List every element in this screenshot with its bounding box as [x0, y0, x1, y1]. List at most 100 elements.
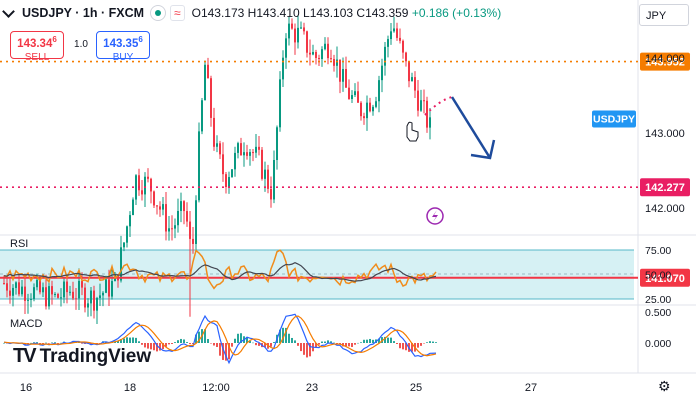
macd-histogram-bar [36, 342, 38, 343]
x-tick-label: 12:00 [202, 382, 230, 394]
symbol-tag [592, 110, 636, 128]
market-status-icon[interactable] [150, 5, 167, 21]
macd-histogram-bar [195, 334, 197, 343]
candle-body [39, 279, 41, 293]
macd-histogram-bar [273, 342, 275, 343]
price-level-tag [640, 52, 690, 71]
candle-body [204, 64, 206, 101]
macd-histogram-bar [321, 341, 323, 343]
candle-body [225, 174, 227, 188]
candle-body [135, 175, 137, 200]
candle-body [162, 204, 164, 210]
time-axis: 16 18 12:00 23 25 27 [20, 382, 537, 394]
candle-body [255, 146, 257, 153]
tradingview-logo-icon: TV [13, 345, 37, 367]
candle-body [174, 225, 176, 229]
macd-histogram-bar [42, 343, 44, 345]
macd-histogram-bar [369, 338, 371, 343]
macd-histogram-bar [378, 338, 380, 343]
macd-histogram-bar [330, 341, 332, 343]
rsi-label[interactable]: RSI [10, 238, 29, 250]
candle-body [111, 281, 113, 297]
macd-histogram-bar [222, 343, 224, 360]
candle-body [51, 286, 53, 295]
sell-price-pip: 6 [52, 35, 57, 44]
candle-body [231, 169, 233, 178]
macd-histogram-bar [51, 342, 53, 344]
macd-histogram-bar [129, 337, 131, 343]
macd-histogram-bar [162, 343, 164, 350]
candle-body [102, 292, 104, 296]
candle-body [246, 152, 248, 156]
sell-price: 143.34 [17, 37, 53, 50]
macd-histogram-bar [297, 343, 299, 346]
macd-histogram-bar [39, 343, 41, 344]
macd-histogram-bar [402, 343, 404, 350]
candle-body [342, 69, 344, 82]
candle-body [270, 188, 272, 200]
macd-histogram-bar [204, 329, 206, 343]
candle-body [402, 40, 404, 53]
candle-body [108, 279, 110, 297]
macd-histogram-bar [423, 343, 425, 344]
candle-body [123, 242, 125, 248]
macd-histogram-bar [138, 341, 140, 343]
x-tick-label: 23 [306, 382, 318, 394]
candle-body [126, 226, 128, 243]
candle-body [312, 52, 314, 55]
macd-histogram-bar [294, 340, 296, 343]
candle-body [252, 152, 254, 154]
candle-body [87, 303, 89, 308]
wave-icon[interactable]: ≈ [170, 5, 185, 21]
candle-body [366, 102, 368, 119]
ohlc-values: O143.173 H143.410 L143.103 C143.359 +0.1… [192, 6, 502, 20]
macd-histogram-bar [126, 337, 128, 343]
macd-histogram-bar [123, 338, 125, 343]
candle-body [258, 146, 260, 150]
symbol-title[interactable]: USDJPY · 1h · FXCM [22, 6, 145, 20]
candle-body [237, 143, 239, 153]
macd-histogram-bar [318, 343, 320, 345]
macd-histogram-bar [45, 342, 47, 344]
candle-body [306, 31, 308, 53]
candle-body [345, 69, 347, 88]
candle-body [33, 287, 35, 299]
candle-body [360, 102, 362, 117]
candle-body [357, 91, 359, 103]
candle-body [207, 64, 209, 79]
macd-histogram-bar [279, 329, 281, 343]
macd-histogram-bar [252, 342, 254, 344]
macd-label[interactable]: MACD [10, 318, 43, 330]
macd-series [3, 313, 437, 365]
candle-body [267, 169, 269, 189]
macd-histogram-bar [381, 337, 383, 343]
candle-body [381, 65, 383, 81]
candle-body [243, 152, 245, 156]
buy-button[interactable]: 143.356 BUY [96, 31, 150, 63]
currency-selector[interactable]: JPY [639, 4, 689, 26]
candle-body [291, 23, 293, 29]
lightning-icon[interactable] [426, 207, 444, 225]
macd-histogram-bar [345, 343, 347, 347]
macd-histogram-bar [234, 338, 236, 343]
candle-body [6, 283, 8, 291]
macd-histogram-bar [210, 343, 212, 344]
sell-button[interactable]: 143.346 SELL [10, 31, 64, 63]
macd-histogram-bar [99, 343, 101, 344]
candle-body [327, 43, 329, 59]
candle-body [36, 279, 38, 288]
candle-body [18, 282, 20, 295]
macd-histogram-bar [399, 343, 401, 349]
logo-text: TradingView [39, 345, 152, 367]
candle-body [309, 52, 311, 55]
gear-icon[interactable]: ⚙ [658, 378, 671, 394]
price-axis: 145.000144.000143.000142.000USDJPY75.005… [592, 53, 685, 350]
legend-bar: USDJPY · 1h · FXCM ≈ O143.173 H143.410 L… [2, 4, 502, 21]
candle-body [228, 177, 230, 188]
chevron-down-icon[interactable] [2, 4, 15, 18]
candle-body [153, 191, 155, 206]
macd-histogram-bar [147, 343, 149, 349]
macd-histogram-bar [186, 342, 188, 343]
candle-body [12, 287, 14, 296]
